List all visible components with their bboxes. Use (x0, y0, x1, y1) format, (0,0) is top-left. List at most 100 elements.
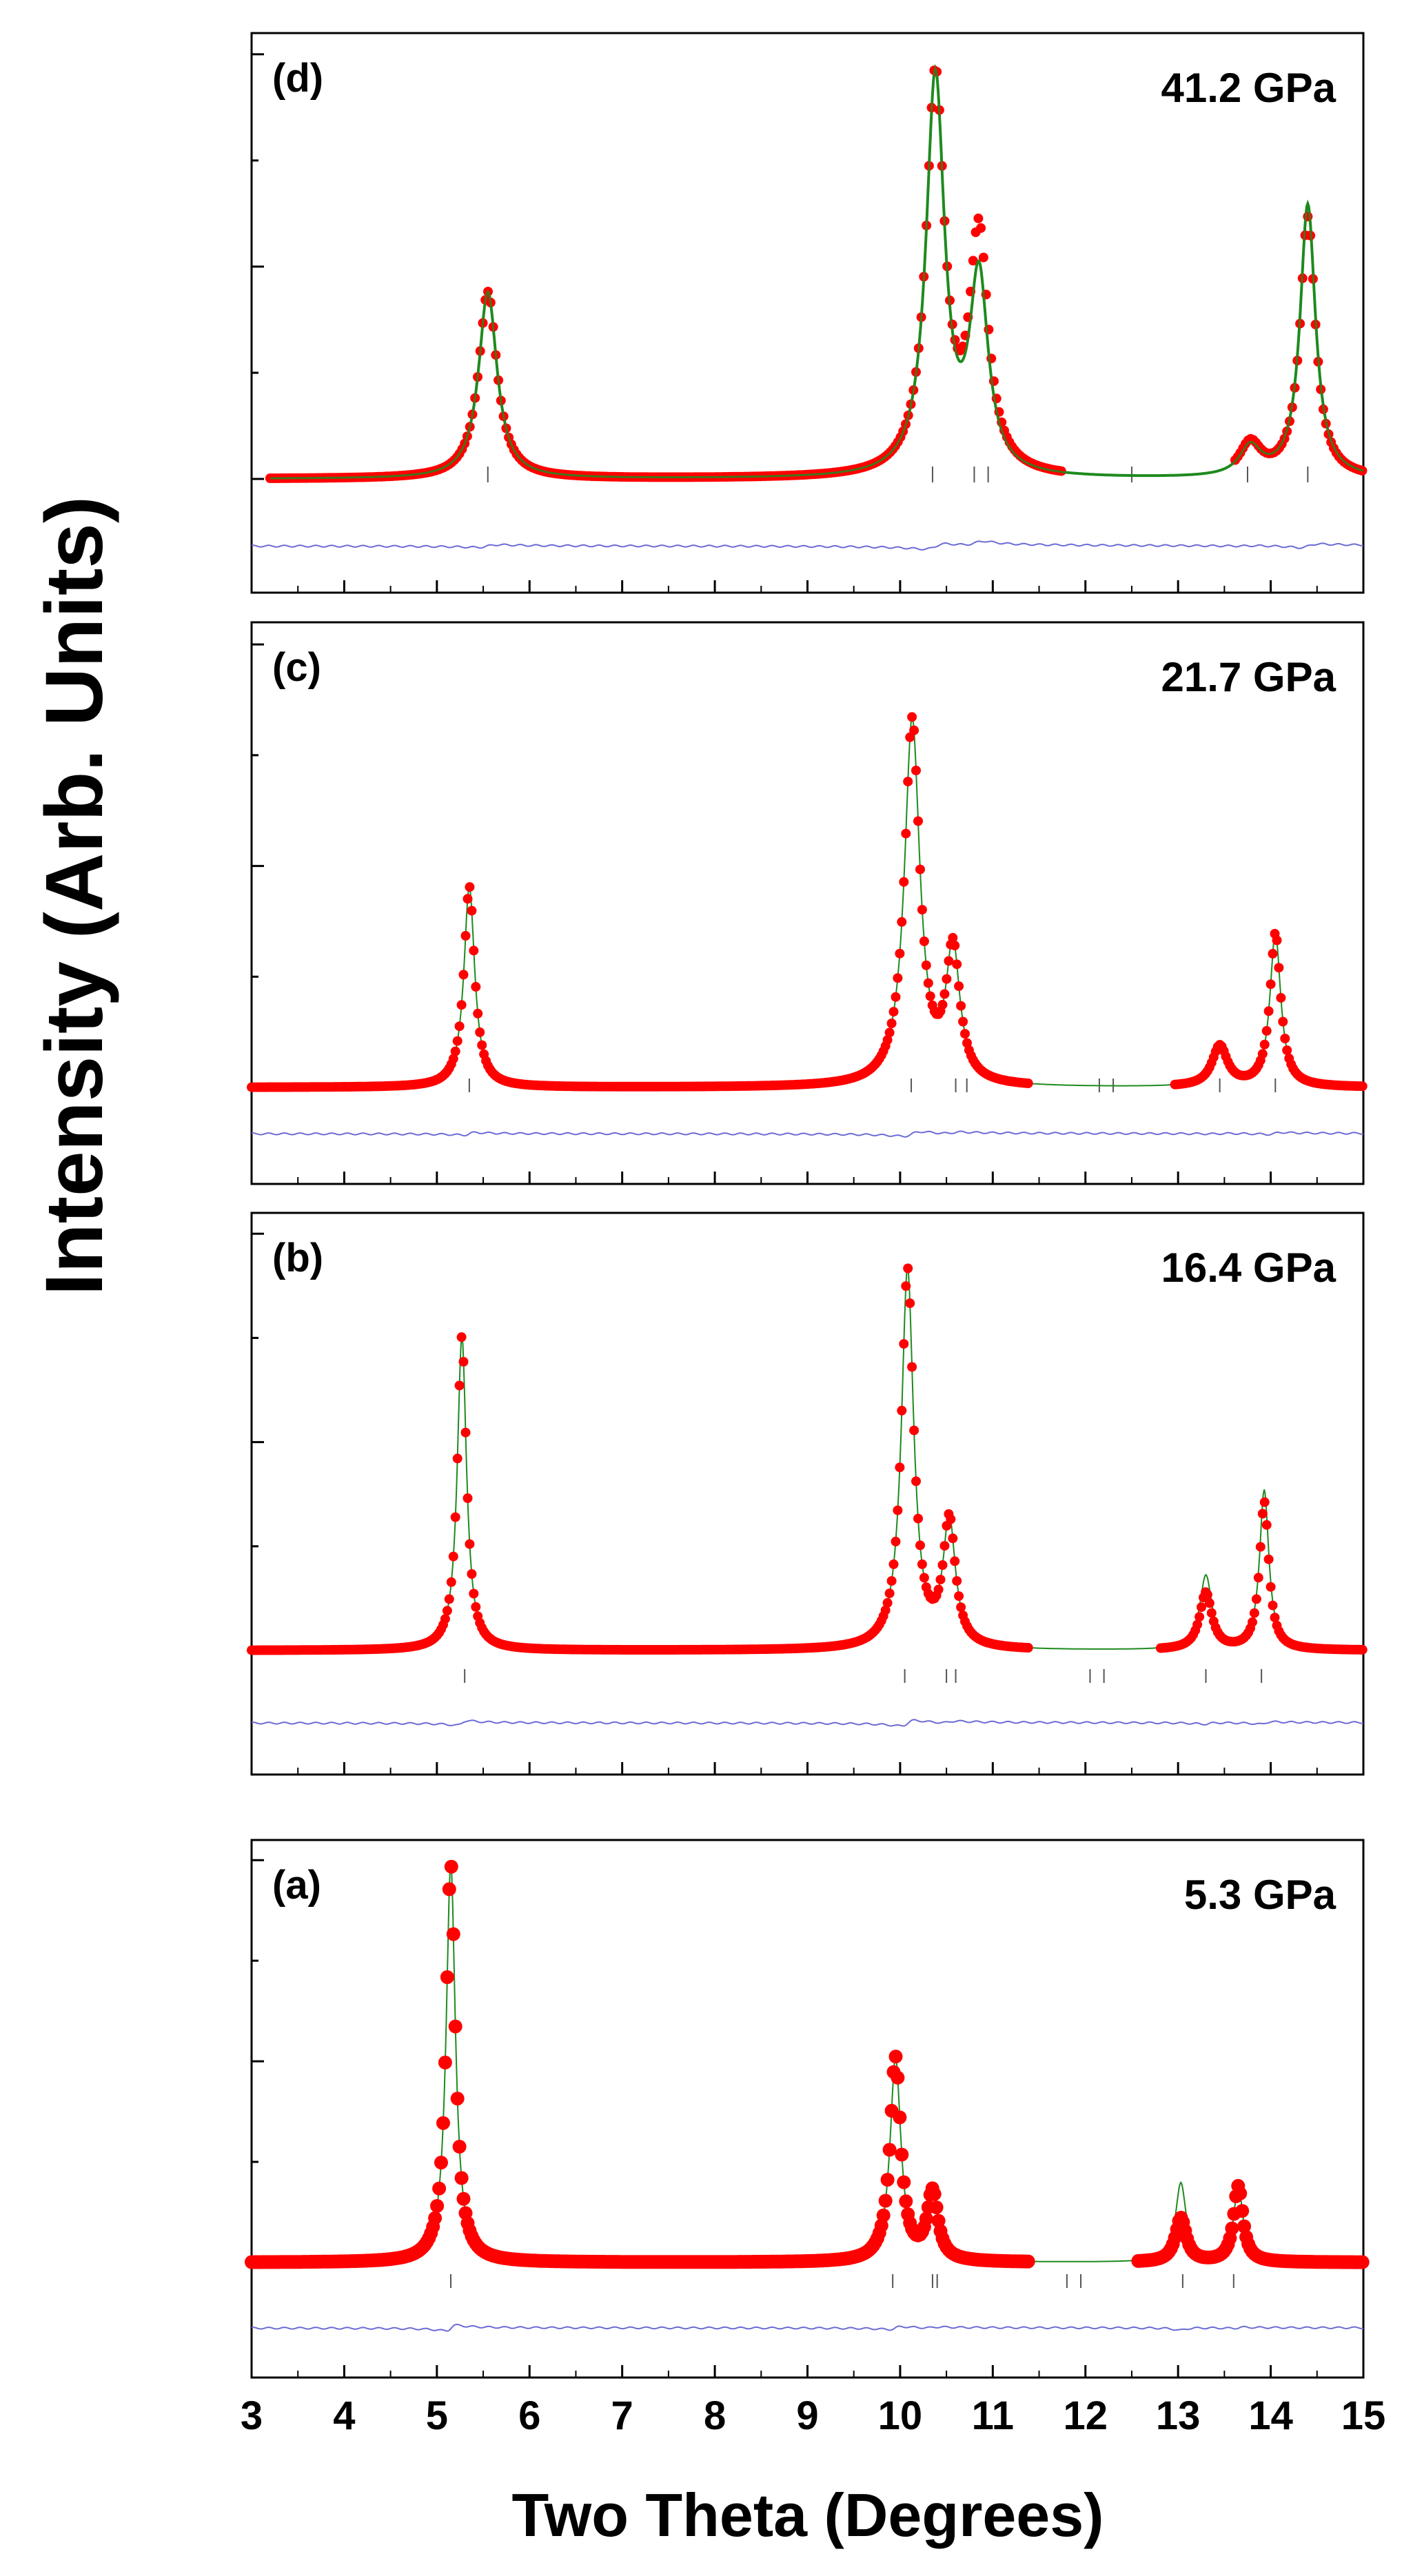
observed-point (1272, 935, 1282, 945)
observed-point (1257, 1509, 1268, 1519)
observed-point (444, 1594, 454, 1604)
observed-point (956, 1001, 966, 1011)
observed-point (893, 2110, 907, 2125)
observed-point (1204, 1598, 1214, 1608)
observed-points (247, 712, 1368, 1092)
observed-point (458, 970, 469, 980)
x-axis-label: Two Theta (Degrees) (512, 2481, 1104, 2549)
observed-point (884, 1028, 895, 1038)
difference-curve (251, 1130, 1364, 1138)
observed-point (448, 1551, 458, 1562)
observed-point (937, 999, 948, 1010)
observed-point (1282, 1045, 1292, 1055)
observed-point (440, 1970, 454, 1984)
observed-point (909, 1425, 919, 1435)
observed-point (915, 864, 925, 875)
observed-point (929, 2200, 944, 2215)
x-tick-label: 11 (972, 2393, 1014, 2438)
x-tick-label: 8 (704, 2393, 726, 2438)
panel-letter: (d) (272, 56, 323, 101)
x-tick-label: 14 (1248, 2393, 1293, 2438)
observed-point (432, 2181, 447, 2196)
observed-point (1268, 948, 1278, 959)
observed-point (1270, 1613, 1280, 1623)
observed-point (469, 945, 479, 956)
observed-point (897, 2175, 911, 2189)
observed-point (911, 766, 921, 775)
observed-point (903, 1263, 913, 1274)
observed-point (935, 1575, 946, 1585)
observed-point (939, 989, 950, 999)
observed-point (1248, 1617, 1257, 1627)
x-tick-label: 5 (426, 2393, 448, 2438)
observed-point (948, 1533, 958, 1544)
observed-point (448, 2019, 462, 2034)
observed-point (886, 1576, 897, 1586)
observed-point (1197, 1602, 1206, 1613)
observed-point (901, 1281, 911, 1291)
observed-point (917, 1559, 927, 1569)
observed-point (888, 1007, 899, 1017)
observed-point (450, 1512, 460, 1522)
observed-point (888, 2049, 903, 2064)
observed-point (428, 2211, 443, 2225)
observed-point (973, 213, 984, 223)
observed-point (950, 1556, 960, 1566)
x-tick-label: 10 (878, 2393, 923, 2438)
observed-point (1357, 1644, 1368, 1655)
observed-point (880, 2173, 895, 2187)
observed-point (1202, 1589, 1212, 1599)
observed-point (1235, 2204, 1250, 2218)
observed-points (245, 1859, 1370, 2269)
observed-point (909, 725, 919, 735)
observed-point (919, 1573, 929, 1583)
observed-point (1255, 1542, 1265, 1552)
observed-point (438, 2055, 452, 2069)
x-tick-label: 6 (518, 2393, 540, 2438)
observed-point (1259, 1039, 1270, 1050)
observed-point (946, 1514, 956, 1524)
observed-point (452, 1036, 462, 1046)
observed-point (462, 1493, 473, 1503)
observed-point (434, 2156, 448, 2170)
observed-point (954, 981, 964, 991)
observed-point (446, 1927, 460, 1941)
observed-point (907, 712, 917, 722)
observed-point (442, 1882, 456, 1897)
observed-point (454, 2171, 469, 2185)
observed-point (444, 1859, 458, 1874)
observed-point (475, 1027, 485, 1037)
observed-point (1274, 963, 1284, 973)
observed-point (1257, 1049, 1268, 1059)
observed-point (917, 905, 927, 915)
observed-point (465, 882, 475, 892)
observed-points (265, 65, 1368, 483)
x-tick-label: 15 (1341, 2393, 1386, 2438)
observed-point (878, 2194, 893, 2208)
observed-point (1206, 1608, 1217, 1618)
observed-point (1265, 1582, 1276, 1592)
panel-a: (a) 5.3 GPa 3 4 5 6 7 8 9 10 11 12 13 14 15 (241, 1839, 1386, 2438)
observed-point (442, 1606, 452, 1616)
observed-point (465, 1539, 475, 1549)
observed-point (454, 1380, 465, 1391)
panel-d: (d) 41.2 GPa (250, 32, 1368, 594)
observed-point (467, 906, 477, 916)
observed-point (882, 1597, 893, 1608)
observed-point (1251, 1594, 1261, 1604)
observed-point (895, 1462, 905, 1473)
observed-point (1303, 212, 1313, 222)
panel-letter: (b) (272, 1236, 323, 1280)
observed-point (1023, 1079, 1033, 1088)
observed-point (948, 932, 958, 943)
panel-frame (250, 32, 1365, 594)
calculated-curve (270, 63, 1364, 480)
observed-point (1249, 1608, 1259, 1618)
observed-point (448, 1054, 458, 1064)
observed-point (895, 2147, 909, 2162)
panel-letter: (a) (272, 1863, 321, 1908)
observed-point (901, 828, 911, 839)
panel-frame (250, 1839, 1365, 2379)
observed-point (911, 1476, 921, 1486)
